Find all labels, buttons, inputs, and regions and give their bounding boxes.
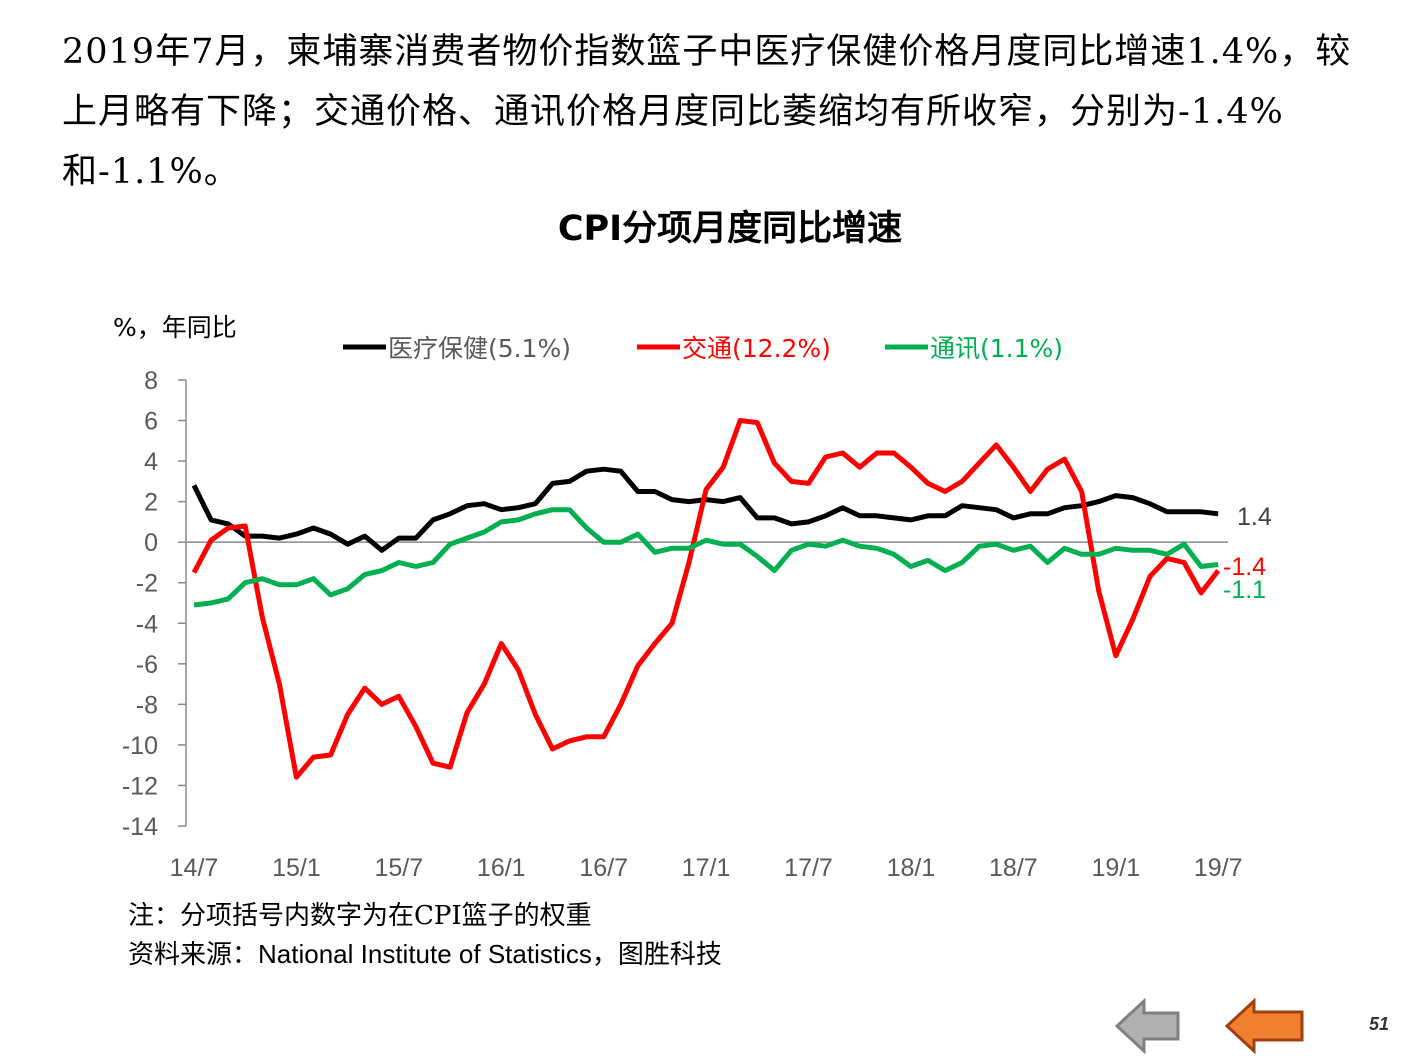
- x-tick-label: 14/7: [170, 854, 219, 882]
- x-tick-label: 15/1: [272, 854, 321, 882]
- x-tick-label: 16/7: [579, 854, 628, 882]
- end-value-label: -1.1: [1223, 576, 1266, 604]
- legend-label: 医疗保健(5.1%): [388, 334, 571, 363]
- y-tick-label: -6: [136, 651, 158, 679]
- y-tick-label: 0: [144, 529, 158, 557]
- x-tick-label: 19/1: [1091, 854, 1140, 882]
- line-chart: 8 6 4 2 0 -2 -4 -6 -8 -10 -12 -14 14/7 15/1 15/7 16/1 16…: [0, 0, 1411, 900]
- y-tick-label: 6: [144, 408, 158, 436]
- y-tick-label: -2: [136, 570, 158, 598]
- y-tick-label: 2: [144, 489, 158, 517]
- y-tick-label: 4: [144, 448, 158, 476]
- grey-left-arrow-icon[interactable]: [1114, 996, 1184, 1060]
- chart-note: 注：分项括号内数字为在CPI篮子的权重: [128, 895, 592, 932]
- source-name: National Institute of Statistics: [258, 939, 592, 969]
- legend-label: 通讯(1.1%): [930, 334, 1063, 363]
- chart-source: 资料来源：National Institute of Statistics，图胜…: [128, 934, 722, 971]
- y-tick-label: 8: [144, 367, 158, 395]
- x-tick-label: 16/1: [477, 854, 526, 882]
- y-tick-label: -12: [122, 772, 158, 800]
- orange-left-arrow-icon[interactable]: [1224, 996, 1306, 1060]
- series-line: [194, 421, 1218, 778]
- legend-label: 交通(12.2%): [682, 334, 831, 363]
- source-suffix: ，图胜科技: [592, 940, 722, 970]
- x-tick-label: 18/1: [887, 854, 936, 882]
- source-prefix: 资料来源：: [128, 940, 258, 970]
- y-tick-label: -10: [122, 732, 158, 760]
- y-tick-label: -14: [122, 813, 158, 841]
- y-axis-unit: %，年同比: [113, 313, 237, 342]
- end-value-label: 1.4: [1237, 503, 1272, 531]
- x-tick-label: 17/1: [682, 854, 731, 882]
- series-line: [194, 510, 1218, 605]
- page-number: 51: [1369, 1014, 1389, 1035]
- y-tick-label: -8: [136, 691, 158, 719]
- x-tick-label: 18/7: [989, 854, 1038, 882]
- x-tick-label: 17/7: [784, 854, 833, 882]
- x-tick-label: 15/7: [375, 854, 424, 882]
- y-tick-label: -4: [136, 610, 158, 638]
- x-tick-label: 19/7: [1194, 854, 1243, 882]
